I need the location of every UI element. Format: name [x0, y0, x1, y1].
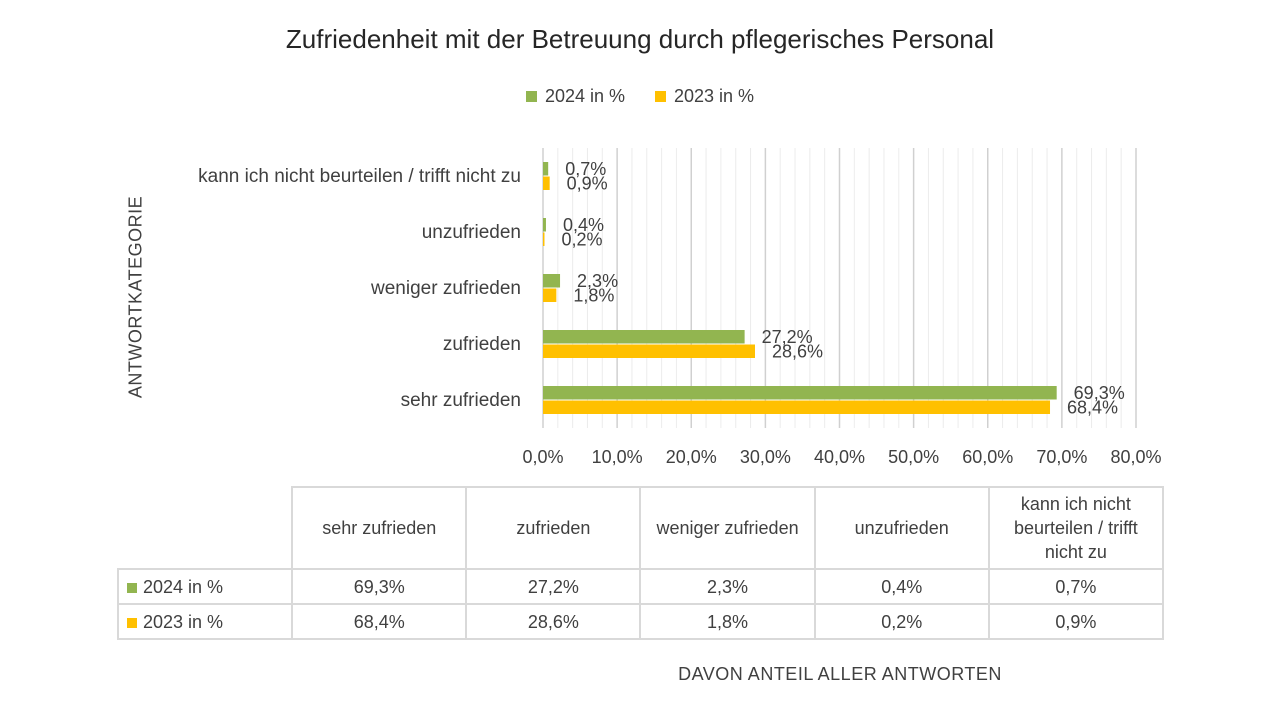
data-label: 2,3%: [577, 271, 618, 291]
data-table-header: sehr zufrieden: [291, 486, 468, 570]
x-tick-label: 70,0%: [1036, 447, 1087, 467]
data-table-header: kann ich nicht beurteilen / trifft nicht…: [987, 486, 1165, 570]
data-table: sehr zufrieden zufrieden weniger zufried…: [116, 486, 1165, 640]
data-table-cell: 2,3%: [639, 568, 816, 605]
data-table-header-row: sehr zufrieden zufrieden weniger zufried…: [118, 486, 1165, 570]
data-table-header: unzufrieden: [813, 486, 990, 570]
legend-item-2024: 2024 in %: [525, 86, 625, 107]
data-label: 0,7%: [565, 159, 606, 179]
data-label: 69,3%: [1074, 383, 1125, 403]
x-axis-title: DAVON ANTEIL ALLER ANTWORTEN: [678, 664, 1002, 684]
x-tick-label: 60,0%: [962, 447, 1013, 467]
x-tick-label: 40,0%: [814, 447, 865, 467]
data-label: 28,6%: [772, 342, 823, 362]
data-table-cell: 0,9%: [987, 603, 1165, 640]
data-table-cell: 69,3%: [291, 568, 468, 605]
data-table-series-2023: 2023 in %: [116, 603, 294, 640]
bar-2024: [543, 386, 1057, 400]
data-label: 0,4%: [563, 215, 604, 235]
x-tick-label: 30,0%: [740, 447, 791, 467]
category-label: zufrieden: [443, 334, 521, 355]
data-table-series-label: 2023 in %: [143, 611, 224, 632]
bar-2023: [543, 176, 550, 190]
bar-2023: [543, 288, 557, 302]
x-tick-label: 0,0%: [522, 447, 563, 467]
bar-2024: [543, 162, 549, 176]
data-label: 0,9%: [567, 174, 608, 194]
data-table-cell: 0,2%: [813, 603, 990, 640]
x-tick-label: 10,0%: [592, 447, 643, 467]
legend-swatch-2024: [525, 91, 537, 102]
x-tick-label: 80,0%: [1110, 447, 1161, 467]
x-tick-label: 20,0%: [666, 447, 717, 467]
bar-2023: [543, 232, 545, 246]
table-swatch-2024: [127, 582, 137, 593]
data-table-series-2024: 2024 in %: [116, 568, 294, 605]
data-table-corner: [118, 487, 294, 570]
data-table-row-2023: 2023 in % 68,4% 28,6% 1,8% 0,2% 0,9%: [116, 603, 1165, 640]
data-label: 68,4%: [1067, 398, 1118, 418]
bar-2024: [543, 218, 546, 232]
legend-label-2023: 2023 in %: [674, 86, 755, 106]
data-table-cell: 28,6%: [465, 603, 642, 640]
data-table-series-label: 2024 in %: [143, 576, 224, 597]
legend-label-2024: 2024 in %: [544, 86, 625, 106]
category-label: unzufrieden: [422, 222, 521, 243]
data-table-cell: 27,2%: [465, 568, 642, 605]
bar-2024: [543, 274, 561, 288]
legend: 2024 in % 2023 in %: [0, 86, 1280, 107]
legend-swatch-2023: [655, 91, 666, 102]
data-table-cell: 0,4%: [813, 568, 990, 605]
category-label: kann ich nicht beurteilen / trifft nicht…: [198, 166, 521, 187]
data-table-cell: 1,8%: [639, 603, 816, 640]
category-label: sehr zufrieden: [401, 390, 521, 411]
data-table-header: weniger zufrieden: [639, 486, 816, 570]
bar-2023: [543, 400, 1051, 414]
legend-item-2023: 2023 in %: [655, 86, 754, 107]
data-label: 1,8%: [573, 286, 614, 306]
data-table-cell: 0,7%: [987, 568, 1165, 605]
x-tick-label: 50,0%: [888, 447, 939, 467]
data-table-header: zufrieden: [465, 486, 642, 570]
data-table-cell: 68,4%: [291, 603, 468, 640]
chart-title: Zufriedenheit mit der Betreuung durch pf…: [285, 24, 995, 54]
table-swatch-2023: [127, 617, 137, 628]
data-label: 27,2%: [762, 327, 813, 347]
bar-chart: 0,0% 10,0% 20,0% 30,0% 40,0% 50,0% 60,0% 70,0% 8…: [198, 148, 1162, 467]
bar-2024: [543, 330, 745, 344]
category-label: weniger zufrieden: [370, 278, 521, 299]
data-label: 0,2%: [561, 230, 602, 250]
bar-2023: [543, 344, 755, 358]
data-table-row-2024: 2024 in % 69,3% 27,2% 2,3% 0,4% 0,7%: [116, 568, 1165, 605]
